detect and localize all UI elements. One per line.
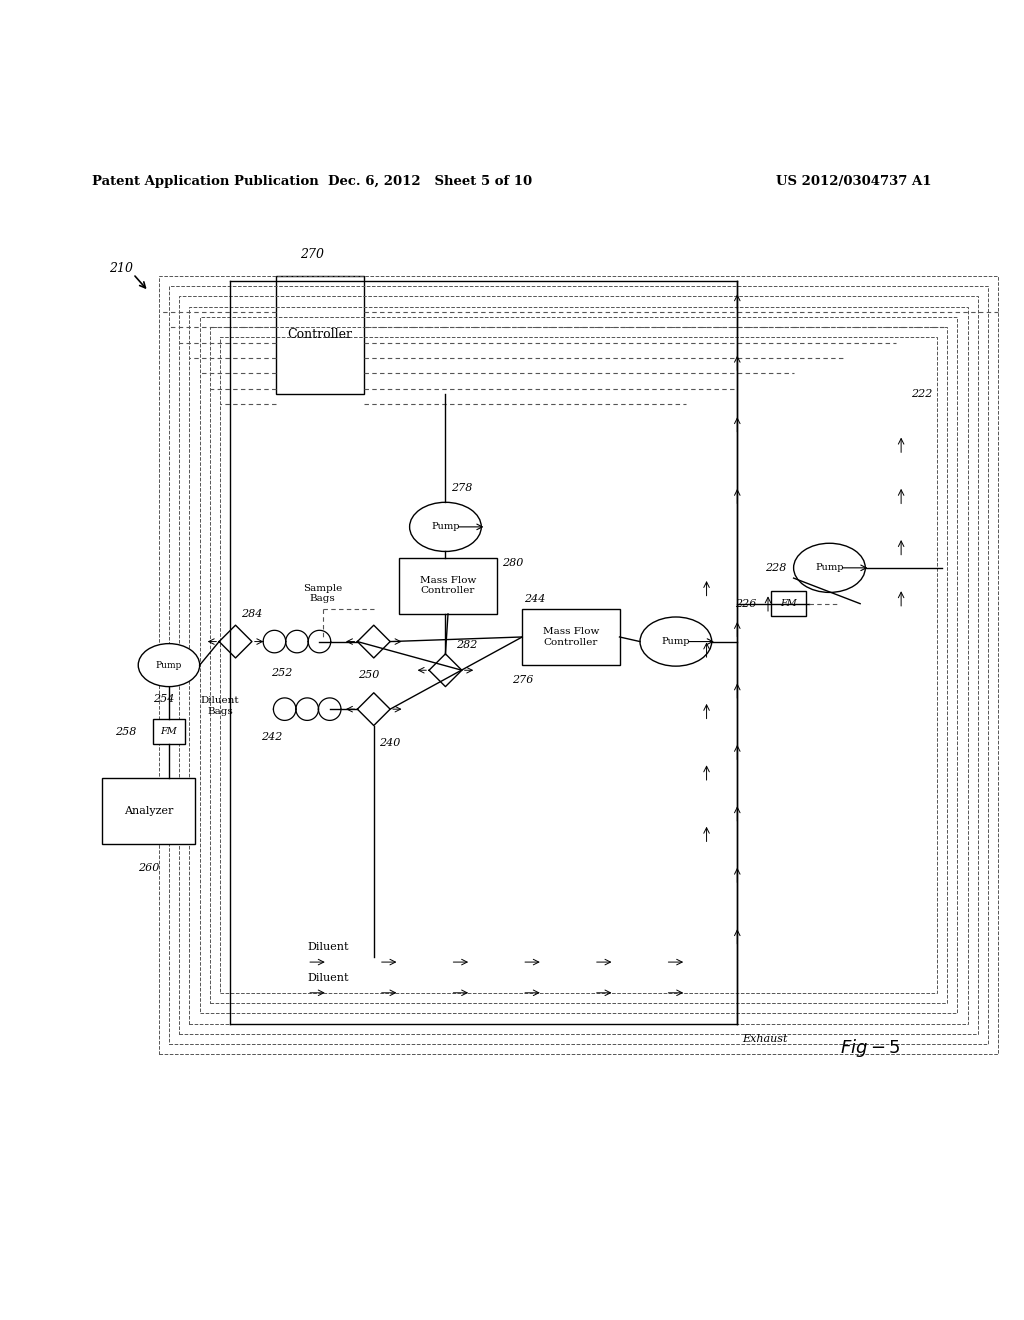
Text: Mass Flow
Controller: Mass Flow Controller [543,627,599,647]
Ellipse shape [410,503,481,552]
Text: Diluent: Diluent [307,973,348,982]
Text: Pump: Pump [815,564,844,573]
Text: US 2012/0304737 A1: US 2012/0304737 A1 [776,174,932,187]
Text: 276: 276 [512,676,532,685]
Ellipse shape [794,544,865,593]
Text: Diluent
Bags: Diluent Bags [201,697,240,715]
Text: 284: 284 [241,609,262,619]
Text: Analyzer: Analyzer [124,807,173,816]
Text: Controller: Controller [288,329,352,342]
Text: Pump: Pump [662,638,690,645]
FancyBboxPatch shape [153,719,185,744]
Text: 222: 222 [911,389,933,399]
Text: 252: 252 [271,668,292,678]
Text: 280: 280 [502,557,523,568]
Text: FM: FM [780,599,797,609]
Ellipse shape [640,616,712,667]
FancyBboxPatch shape [771,591,807,616]
Text: 278: 278 [451,483,472,494]
Text: Patent Application Publication: Patent Application Publication [92,174,318,187]
Text: 258: 258 [116,727,136,737]
Text: Pump: Pump [156,660,182,669]
Text: 228: 228 [766,562,786,573]
FancyBboxPatch shape [399,557,497,614]
Text: Sample
Bags: Sample Bags [303,583,342,603]
Text: FM: FM [161,727,177,737]
Ellipse shape [138,644,200,686]
FancyBboxPatch shape [102,777,195,845]
Text: 226: 226 [735,599,756,609]
Text: 210: 210 [109,263,133,276]
Text: 242: 242 [261,731,282,742]
Text: 244: 244 [524,594,546,603]
Text: Pump: Pump [431,523,460,532]
Text: 250: 250 [358,671,379,680]
FancyBboxPatch shape [522,609,620,665]
Text: Diluent: Diluent [307,942,348,952]
Text: 260: 260 [138,863,159,873]
Text: 254: 254 [154,694,174,704]
Text: Dec. 6, 2012   Sheet 5 of 10: Dec. 6, 2012 Sheet 5 of 10 [328,174,532,187]
FancyBboxPatch shape [276,276,364,393]
Text: $\it{Fig-5}$: $\it{Fig-5}$ [840,1038,900,1060]
Text: 270: 270 [300,248,325,261]
Text: 240: 240 [379,738,400,748]
Text: 282: 282 [456,640,477,649]
Text: Mass Flow
Controller: Mass Flow Controller [420,576,476,595]
Text: Exhaust: Exhaust [742,1034,787,1044]
